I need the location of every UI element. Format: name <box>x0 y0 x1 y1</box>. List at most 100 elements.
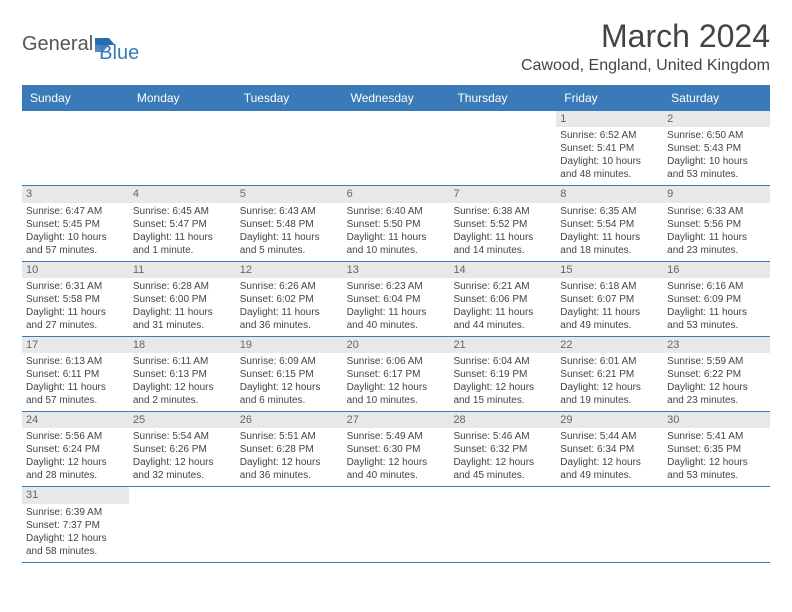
day-info: Sunrise: 6:43 AMSunset: 5:48 PMDaylight:… <box>240 205 339 257</box>
day-number: 2 <box>663 111 770 127</box>
weekday-tuesday: Tuesday <box>236 85 343 111</box>
day-info: Sunrise: 6:52 AMSunset: 5:41 PMDaylight:… <box>560 129 659 181</box>
day-number: 4 <box>129 186 236 202</box>
day-cell-2: 2Sunrise: 6:50 AMSunset: 5:43 PMDaylight… <box>663 111 770 185</box>
logo-text-general: General <box>22 33 93 56</box>
day-day2: and 18 minutes. <box>560 244 659 257</box>
day-sunset: Sunset: 6:26 PM <box>133 443 232 456</box>
day-cell-20: 20Sunrise: 6:06 AMSunset: 6:17 PMDayligh… <box>343 337 450 411</box>
day-sunset: Sunset: 5:58 PM <box>26 293 125 306</box>
day-day1: Daylight: 12 hours <box>453 456 552 469</box>
day-day1: Daylight: 10 hours <box>26 231 125 244</box>
day-info: Sunrise: 6:13 AMSunset: 6:11 PMDaylight:… <box>26 355 125 407</box>
day-sunrise: Sunrise: 6:21 AM <box>453 280 552 293</box>
day-number: 28 <box>449 412 556 428</box>
weekday-sunday: Sunday <box>22 85 129 111</box>
day-day1: Daylight: 10 hours <box>560 155 659 168</box>
calendar-header-row: SundayMondayTuesdayWednesdayThursdayFrid… <box>22 85 770 111</box>
day-day1: Daylight: 11 hours <box>453 231 552 244</box>
day-day1: Daylight: 11 hours <box>26 381 125 394</box>
day-day1: Daylight: 12 hours <box>453 381 552 394</box>
day-sunrise: Sunrise: 5:51 AM <box>240 430 339 443</box>
day-sunrise: Sunrise: 6:38 AM <box>453 205 552 218</box>
day-day2: and 57 minutes. <box>26 394 125 407</box>
week-row: 31Sunrise: 6:39 AMSunset: 7:37 PMDayligh… <box>22 487 770 562</box>
day-sunrise: Sunrise: 6:28 AM <box>133 280 232 293</box>
day-number: 24 <box>22 412 129 428</box>
day-number: 26 <box>236 412 343 428</box>
day-day1: Daylight: 11 hours <box>667 306 766 319</box>
day-sunrise: Sunrise: 6:31 AM <box>26 280 125 293</box>
day-sunrise: Sunrise: 6:43 AM <box>240 205 339 218</box>
day-day1: Daylight: 11 hours <box>26 306 125 319</box>
day-sunset: Sunset: 6:21 PM <box>560 368 659 381</box>
day-cell-3: 3 Sunrise: 6:47 AMSunset: 5:45 PMDaylight… <box>22 186 129 260</box>
week-row: 10Sunrise: 6:31 AMSunset: 5:58 PMDayligh… <box>22 262 770 337</box>
day-day1: Daylight: 12 hours <box>133 456 232 469</box>
day-day2: and 19 minutes. <box>560 394 659 407</box>
day-number: 11 <box>129 262 236 278</box>
day-sunset: Sunset: 6:30 PM <box>347 443 446 456</box>
day-day1: Daylight: 11 hours <box>133 306 232 319</box>
day-info: Sunrise: 6:45 AMSunset: 5:47 PMDaylight:… <box>133 205 232 257</box>
day-sunset: Sunset: 6:11 PM <box>26 368 125 381</box>
day-number: 25 <box>129 412 236 428</box>
day-day2: and 6 minutes. <box>240 394 339 407</box>
day-cell-19: 19 Sunrise: 6:09 AMSunset: 6:15 PMDayligh… <box>236 337 343 411</box>
day-day1: Daylight: 11 hours <box>453 306 552 319</box>
day-number: 31 <box>22 487 129 503</box>
day-cell-1: 1Sunrise: 6:52 AMSunset: 5:41 PMDaylight… <box>556 111 663 185</box>
day-number: 29 <box>556 412 663 428</box>
day-info: Sunrise: 5:41 AMSunset: 6:35 PMDaylight:… <box>667 430 766 482</box>
day-day1: Daylight: 11 hours <box>347 306 446 319</box>
day-cell-12: 12Sunrise: 6:26 AMSunset: 6:02 PMDayligh… <box>236 262 343 336</box>
title-block: March 2024 Cawood, England, United Kingd… <box>521 18 770 75</box>
day-sunset: Sunset: 5:47 PM <box>133 218 232 231</box>
day-info: Sunrise: 5:56 AMSunset: 6:24 PMDaylight:… <box>26 430 125 482</box>
day-day2: and 10 minutes. <box>347 244 446 257</box>
day-cell-23: 23Sunrise: 5:59 AMSunset: 6:22 PMDayligh… <box>663 337 770 411</box>
day-sunrise: Sunrise: 6:52 AM <box>560 129 659 142</box>
day-day2: and 40 minutes. <box>347 319 446 332</box>
day-info: Sunrise: 6:31 AMSunset: 5:58 PMDaylight:… <box>26 280 125 332</box>
day-sunset: Sunset: 5:56 PM <box>667 218 766 231</box>
day-info: Sunrise: 6:47 AMSunset: 5:45 PMDaylight:… <box>26 205 125 257</box>
day-sunrise: Sunrise: 6:18 AM <box>560 280 659 293</box>
week-row: 24 Sunrise: 5:56 AMSunset: 6:24 PMDayligh… <box>22 412 770 487</box>
day-cell-4: 4 Sunrise: 6:45 AMSunset: 5:47 PMDaylight… <box>129 186 236 260</box>
day-sunset: Sunset: 5:50 PM <box>347 218 446 231</box>
day-number: 20 <box>343 337 450 353</box>
day-day2: and 40 minutes. <box>347 469 446 482</box>
day-sunrise: Sunrise: 6:50 AM <box>667 129 766 142</box>
day-number: 12 <box>236 262 343 278</box>
day-day2: and 36 minutes. <box>240 319 339 332</box>
weekday-monday: Monday <box>129 85 236 111</box>
day-info: Sunrise: 6:33 AMSunset: 5:56 PMDaylight:… <box>667 205 766 257</box>
day-sunset: Sunset: 6:07 PM <box>560 293 659 306</box>
day-sunset: Sunset: 5:41 PM <box>560 142 659 155</box>
day-sunrise: Sunrise: 6:35 AM <box>560 205 659 218</box>
day-cell-empty <box>22 111 129 185</box>
day-number: 3 <box>22 186 129 202</box>
day-day1: Daylight: 11 hours <box>560 306 659 319</box>
calendar: SundayMondayTuesdayWednesdayThursdayFrid… <box>22 85 770 563</box>
week-row: 17Sunrise: 6:13 AMSunset: 6:11 PMDayligh… <box>22 337 770 412</box>
day-sunset: Sunset: 5:45 PM <box>26 218 125 231</box>
day-number: 10 <box>22 262 129 278</box>
day-cell-28: 28Sunrise: 5:46 AMSunset: 6:32 PMDayligh… <box>449 412 556 486</box>
day-sunrise: Sunrise: 6:40 AM <box>347 205 446 218</box>
day-sunset: Sunset: 6:17 PM <box>347 368 446 381</box>
day-cell-18: 18Sunrise: 6:11 AMSunset: 6:13 PMDayligh… <box>129 337 236 411</box>
day-info: Sunrise: 6:09 AMSunset: 6:15 PMDaylight:… <box>240 355 339 407</box>
day-number: 8 <box>556 186 663 202</box>
day-cell-empty <box>556 487 663 561</box>
day-number: 27 <box>343 412 450 428</box>
day-sunrise: Sunrise: 6:26 AM <box>240 280 339 293</box>
day-day2: and 10 minutes. <box>347 394 446 407</box>
week-row: 1Sunrise: 6:52 AMSunset: 5:41 PMDaylight… <box>22 111 770 186</box>
day-sunset: Sunset: 6:19 PM <box>453 368 552 381</box>
day-number: 19 <box>236 337 343 353</box>
day-sunset: Sunset: 6:15 PM <box>240 368 339 381</box>
day-info: Sunrise: 5:44 AMSunset: 6:34 PMDaylight:… <box>560 430 659 482</box>
day-sunset: Sunset: 6:28 PM <box>240 443 339 456</box>
